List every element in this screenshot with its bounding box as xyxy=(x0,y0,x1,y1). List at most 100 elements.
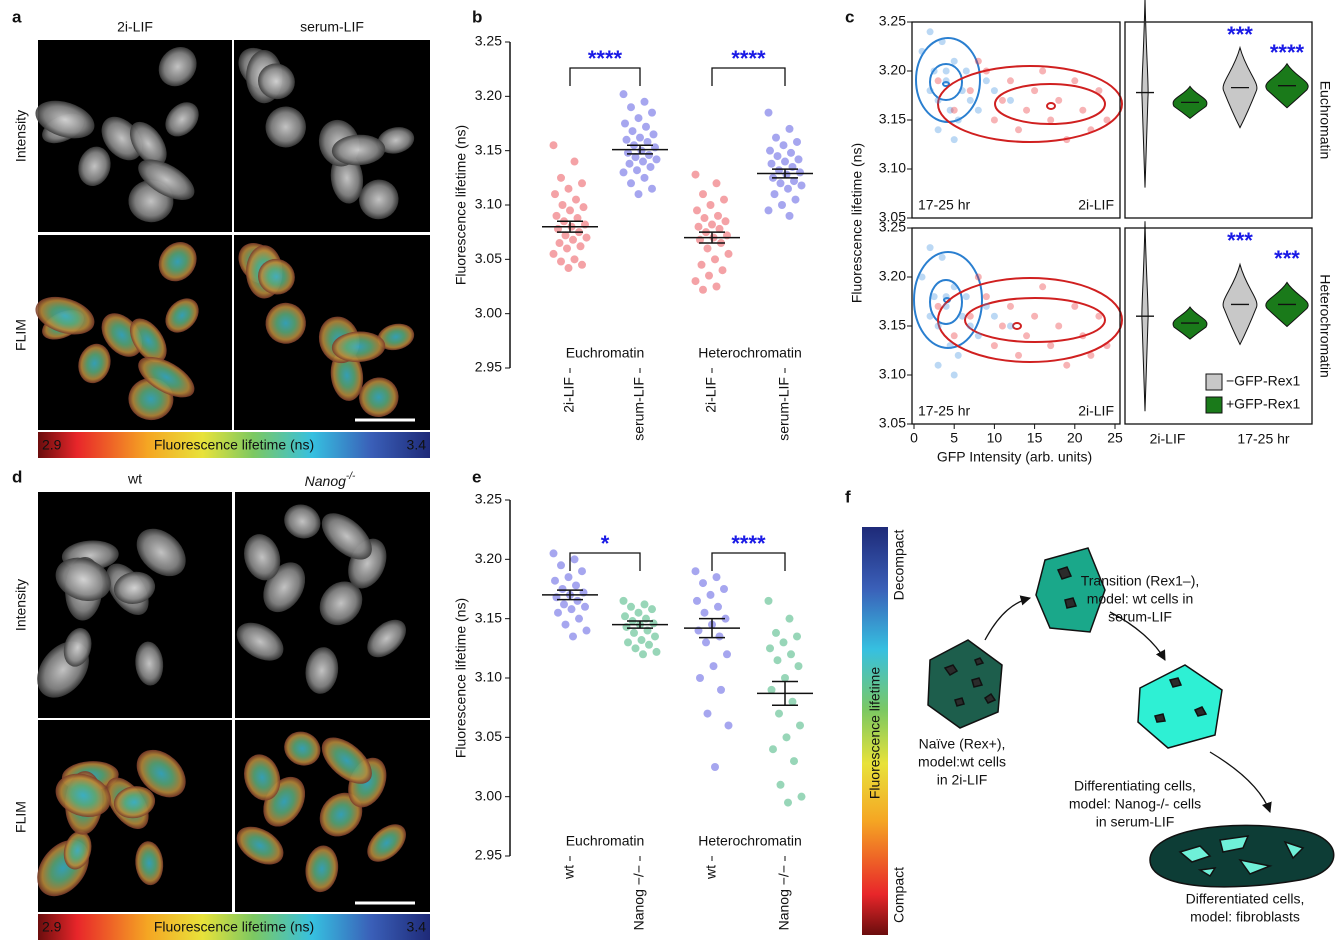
data-point xyxy=(781,157,789,166)
data-point xyxy=(643,137,652,146)
data-point xyxy=(1047,342,1055,350)
state-text: Differentiating cells, xyxy=(1074,778,1196,794)
panel-label: d xyxy=(12,467,22,486)
colorbar-min: 2.9 xyxy=(42,437,62,453)
data-point xyxy=(776,179,785,188)
data-point xyxy=(796,168,804,177)
data-point xyxy=(946,342,954,350)
data-point xyxy=(694,222,703,231)
data-point xyxy=(1055,96,1063,104)
data-point xyxy=(720,585,728,593)
data-point xyxy=(619,168,628,177)
row-title: FLIM xyxy=(13,319,29,351)
data-point xyxy=(705,271,713,280)
data-point xyxy=(767,685,776,694)
data-point xyxy=(793,632,801,641)
data-point xyxy=(930,67,938,75)
colorbar-label: Fluorescence lifetime (ns) xyxy=(154,437,314,453)
data-point xyxy=(558,585,567,593)
category-label: Nanog −/− xyxy=(776,865,792,930)
data-point xyxy=(639,650,647,659)
nucleus xyxy=(158,242,197,282)
nucleus xyxy=(129,318,167,363)
nucleus xyxy=(158,47,197,87)
data-point xyxy=(714,211,722,220)
nucleus xyxy=(138,159,195,201)
data-point xyxy=(942,67,950,75)
data-point xyxy=(769,745,777,754)
y-axis-title: Fluorescence lifetime (ns) xyxy=(453,125,469,285)
data-point xyxy=(711,255,719,264)
data-point xyxy=(720,195,728,204)
data-point xyxy=(561,231,570,240)
x-tick-label: 10 xyxy=(987,430,1003,446)
colorbar xyxy=(38,914,430,940)
data-point xyxy=(974,57,982,65)
series-label: 17-25 hr xyxy=(918,197,970,213)
data-point xyxy=(974,106,982,114)
data-point xyxy=(990,87,998,95)
data-point xyxy=(551,576,559,585)
data-point xyxy=(624,638,632,647)
data-point xyxy=(790,757,798,766)
data-point xyxy=(699,190,707,199)
data-point xyxy=(966,322,974,330)
category-label: Nanog −/− xyxy=(631,865,647,930)
data-point xyxy=(966,312,974,320)
nucleus xyxy=(35,296,95,335)
data-point xyxy=(1063,361,1071,369)
nucleus xyxy=(138,356,195,398)
data-point xyxy=(1079,332,1087,340)
state-text: Naïve (Rex+), xyxy=(919,736,1006,752)
data-point xyxy=(1055,322,1063,330)
data-point xyxy=(775,709,783,718)
y-tick-label: 3.10 xyxy=(879,366,906,382)
cells xyxy=(927,547,1335,888)
data-point xyxy=(950,57,958,65)
data-point xyxy=(642,122,650,131)
row-side-label: Euchromatin xyxy=(1317,81,1333,160)
data-point xyxy=(772,133,780,142)
data-point xyxy=(649,130,658,139)
data-point xyxy=(974,273,982,281)
y-tick-label: 3.05 xyxy=(879,415,906,431)
row-side-label: Heterochromatin xyxy=(1317,274,1333,378)
axis-bottom: Compact xyxy=(891,867,907,923)
data-point xyxy=(648,605,656,614)
nucleus xyxy=(35,100,95,139)
category-label: wt xyxy=(703,865,719,880)
data-point xyxy=(549,249,558,258)
data-point xyxy=(551,190,559,199)
data-point xyxy=(926,28,934,36)
data-point xyxy=(558,201,567,209)
state-text: serum-LIF xyxy=(1108,609,1172,625)
nucleus xyxy=(135,641,164,686)
nucleus xyxy=(63,628,92,667)
category-label: 2i-LIF xyxy=(561,377,577,413)
axis-middle: Fluorescence lifetime xyxy=(867,667,883,799)
group-label: Euchromatin xyxy=(566,345,645,361)
data-point xyxy=(708,220,716,229)
data-point xyxy=(564,264,573,273)
y-tick-label: 3.20 xyxy=(879,268,906,284)
state-text: model: wt cells in xyxy=(1087,591,1194,607)
y-tick-label: 3.00 xyxy=(475,304,502,320)
data-point xyxy=(624,148,632,157)
column-title: Nanog-/- xyxy=(305,471,356,489)
data-point xyxy=(631,153,640,162)
state-text: model: Nanog-/- cells xyxy=(1069,796,1201,812)
data-point xyxy=(699,579,707,588)
data-point xyxy=(646,162,655,171)
violin xyxy=(1141,0,1149,188)
data-point xyxy=(785,124,794,133)
group-label: Heterochromatin xyxy=(698,833,802,849)
y-tick-label: 3.20 xyxy=(475,550,502,566)
data-point xyxy=(934,77,942,85)
y-tick-label: 3.05 xyxy=(879,209,906,225)
data-point xyxy=(990,342,998,350)
nucleus xyxy=(377,323,415,351)
data-point xyxy=(773,656,782,665)
arrows xyxy=(984,595,1272,813)
data-point xyxy=(797,792,806,801)
state-text: Transition (Rex1–), xyxy=(1081,573,1200,589)
